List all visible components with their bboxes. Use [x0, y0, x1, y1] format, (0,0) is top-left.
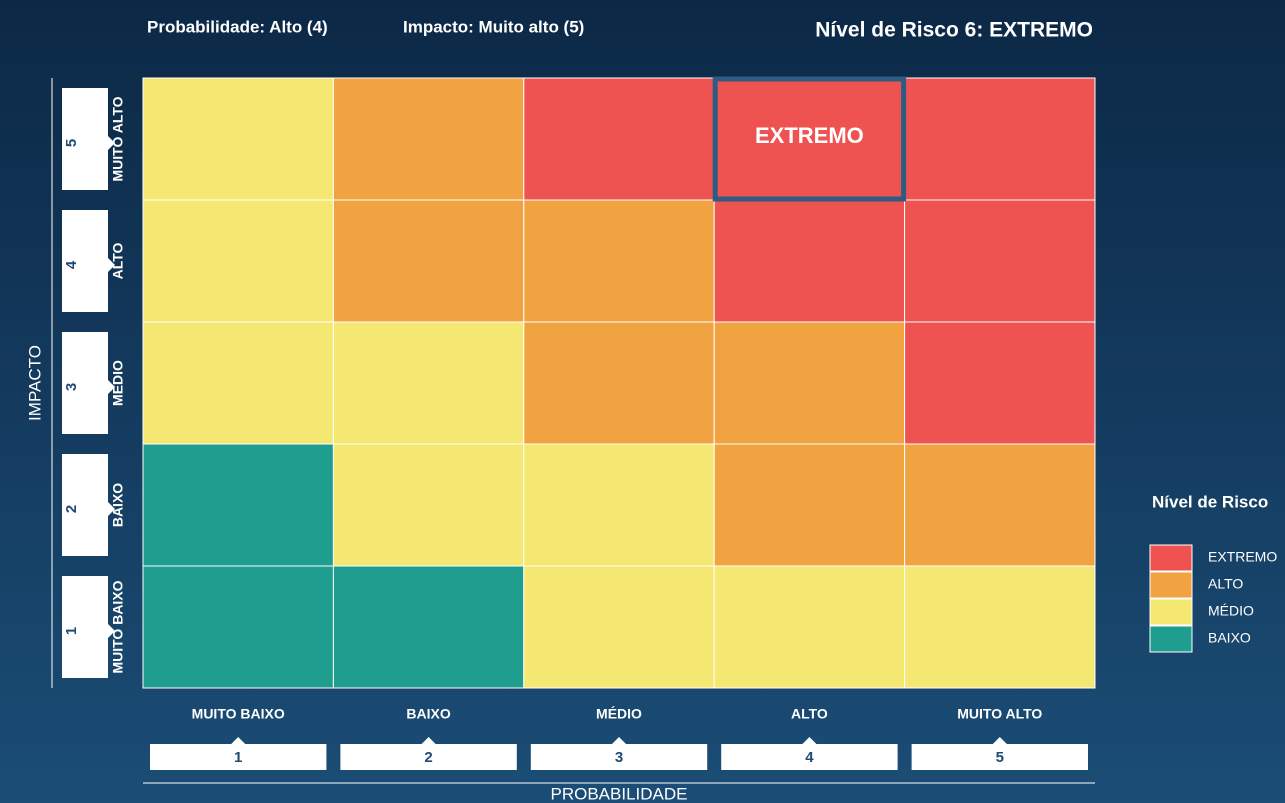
legend-label: BAIXO	[1208, 630, 1251, 646]
highlight-frame	[712, 76, 907, 202]
impact-tab	[62, 88, 108, 190]
impact-label: BAIXO	[110, 483, 126, 527]
probability-tab-arrow	[612, 737, 626, 744]
legend-label: EXTREMO	[1208, 549, 1277, 565]
probability-tab	[530, 744, 708, 770]
impact-label: MUITO ALTO	[110, 96, 126, 181]
matrix-cell	[904, 321, 1096, 445]
legend-swatch	[1149, 544, 1193, 572]
matrix-cell	[142, 565, 334, 689]
matrix-cell	[142, 321, 334, 445]
impact-tab-arrow	[108, 258, 115, 272]
impact-number: 5	[63, 139, 80, 147]
impact-tab-arrow	[108, 624, 115, 638]
probability-number: 4	[805, 749, 814, 766]
probability-label: MUITO BAIXO	[192, 706, 285, 722]
matrix-cell	[332, 565, 525, 689]
impact-tab	[62, 210, 108, 312]
impact-summary: Impacto: Muito alto (5)	[403, 17, 584, 36]
matrix-cell	[713, 199, 906, 323]
probability-tab-arrow	[802, 737, 817, 744]
probability-label: MÉDIO	[596, 706, 642, 722]
legend-swatch	[1149, 625, 1193, 653]
matrix-cell	[332, 77, 525, 201]
probability-tab	[721, 744, 898, 770]
matrix-cell	[904, 77, 1096, 201]
matrix-cell	[142, 77, 334, 201]
probability-tab	[150, 744, 327, 770]
matrix-cell	[904, 443, 1096, 567]
matrix-cell	[523, 443, 715, 567]
matrix-cell	[523, 77, 715, 201]
impact-number: 3	[63, 383, 80, 391]
matrix-cell	[904, 565, 1096, 689]
probability-summary: Probabilidade: Alto (4)	[147, 17, 328, 36]
matrix-cell	[904, 199, 1096, 323]
probability-number: 1	[234, 749, 242, 766]
probability-number: 3	[615, 749, 623, 766]
legend-swatch	[1149, 571, 1193, 599]
matrix-cell	[713, 321, 906, 445]
impact-tab	[62, 332, 108, 434]
probability-tab-arrow	[231, 737, 246, 744]
impact-tab	[62, 454, 108, 556]
matrix-cell	[523, 199, 715, 323]
probability-label: MUITO ALTO	[957, 706, 1042, 722]
impact-number: 2	[63, 505, 80, 513]
legend-swatch	[1149, 598, 1193, 626]
probability-label: ALTO	[791, 706, 828, 722]
matrix-cell	[713, 77, 906, 201]
matrix-cell	[523, 565, 715, 689]
probability-axis-title: PROBABILIDADE	[551, 784, 688, 803]
probability-tab-arrow	[992, 737, 1007, 744]
impact-label: MUITO BAIXO	[110, 580, 126, 673]
legend-title: Nível de Risco	[1152, 492, 1268, 511]
probability-label: BAIXO	[406, 706, 450, 722]
impact-tab-arrow	[108, 136, 115, 150]
matrix-cell	[332, 321, 525, 445]
impact-tab	[62, 576, 108, 678]
impact-tab-arrow	[108, 380, 115, 394]
impact-axis-title: IMPACTO	[25, 345, 44, 421]
matrix-cell	[142, 443, 334, 567]
impact-label: MÉDIO	[110, 360, 126, 406]
cell-label: EXTREMO	[755, 123, 864, 148]
matrix-cell	[713, 565, 906, 689]
probability-tab	[911, 744, 1088, 770]
legend-label: MÉDIO	[1208, 603, 1254, 619]
risk-level-summary: Nível de Risco 6: EXTREMO	[815, 19, 1093, 42]
impact-label: ALTO	[110, 242, 126, 279]
impact-tab-arrow	[108, 502, 115, 516]
matrix-cell	[713, 443, 906, 567]
matrix-cell	[332, 443, 525, 567]
legend-label: ALTO	[1208, 576, 1243, 592]
matrix-cell	[523, 321, 715, 445]
impact-number: 1	[63, 627, 80, 635]
impact-number: 4	[63, 260, 80, 269]
probability-tab-arrow	[421, 737, 436, 744]
probability-tab	[340, 744, 517, 770]
probability-number: 5	[996, 749, 1004, 766]
matrix-cell	[332, 199, 525, 323]
matrix-cell	[142, 199, 334, 323]
probability-number: 2	[424, 749, 432, 766]
